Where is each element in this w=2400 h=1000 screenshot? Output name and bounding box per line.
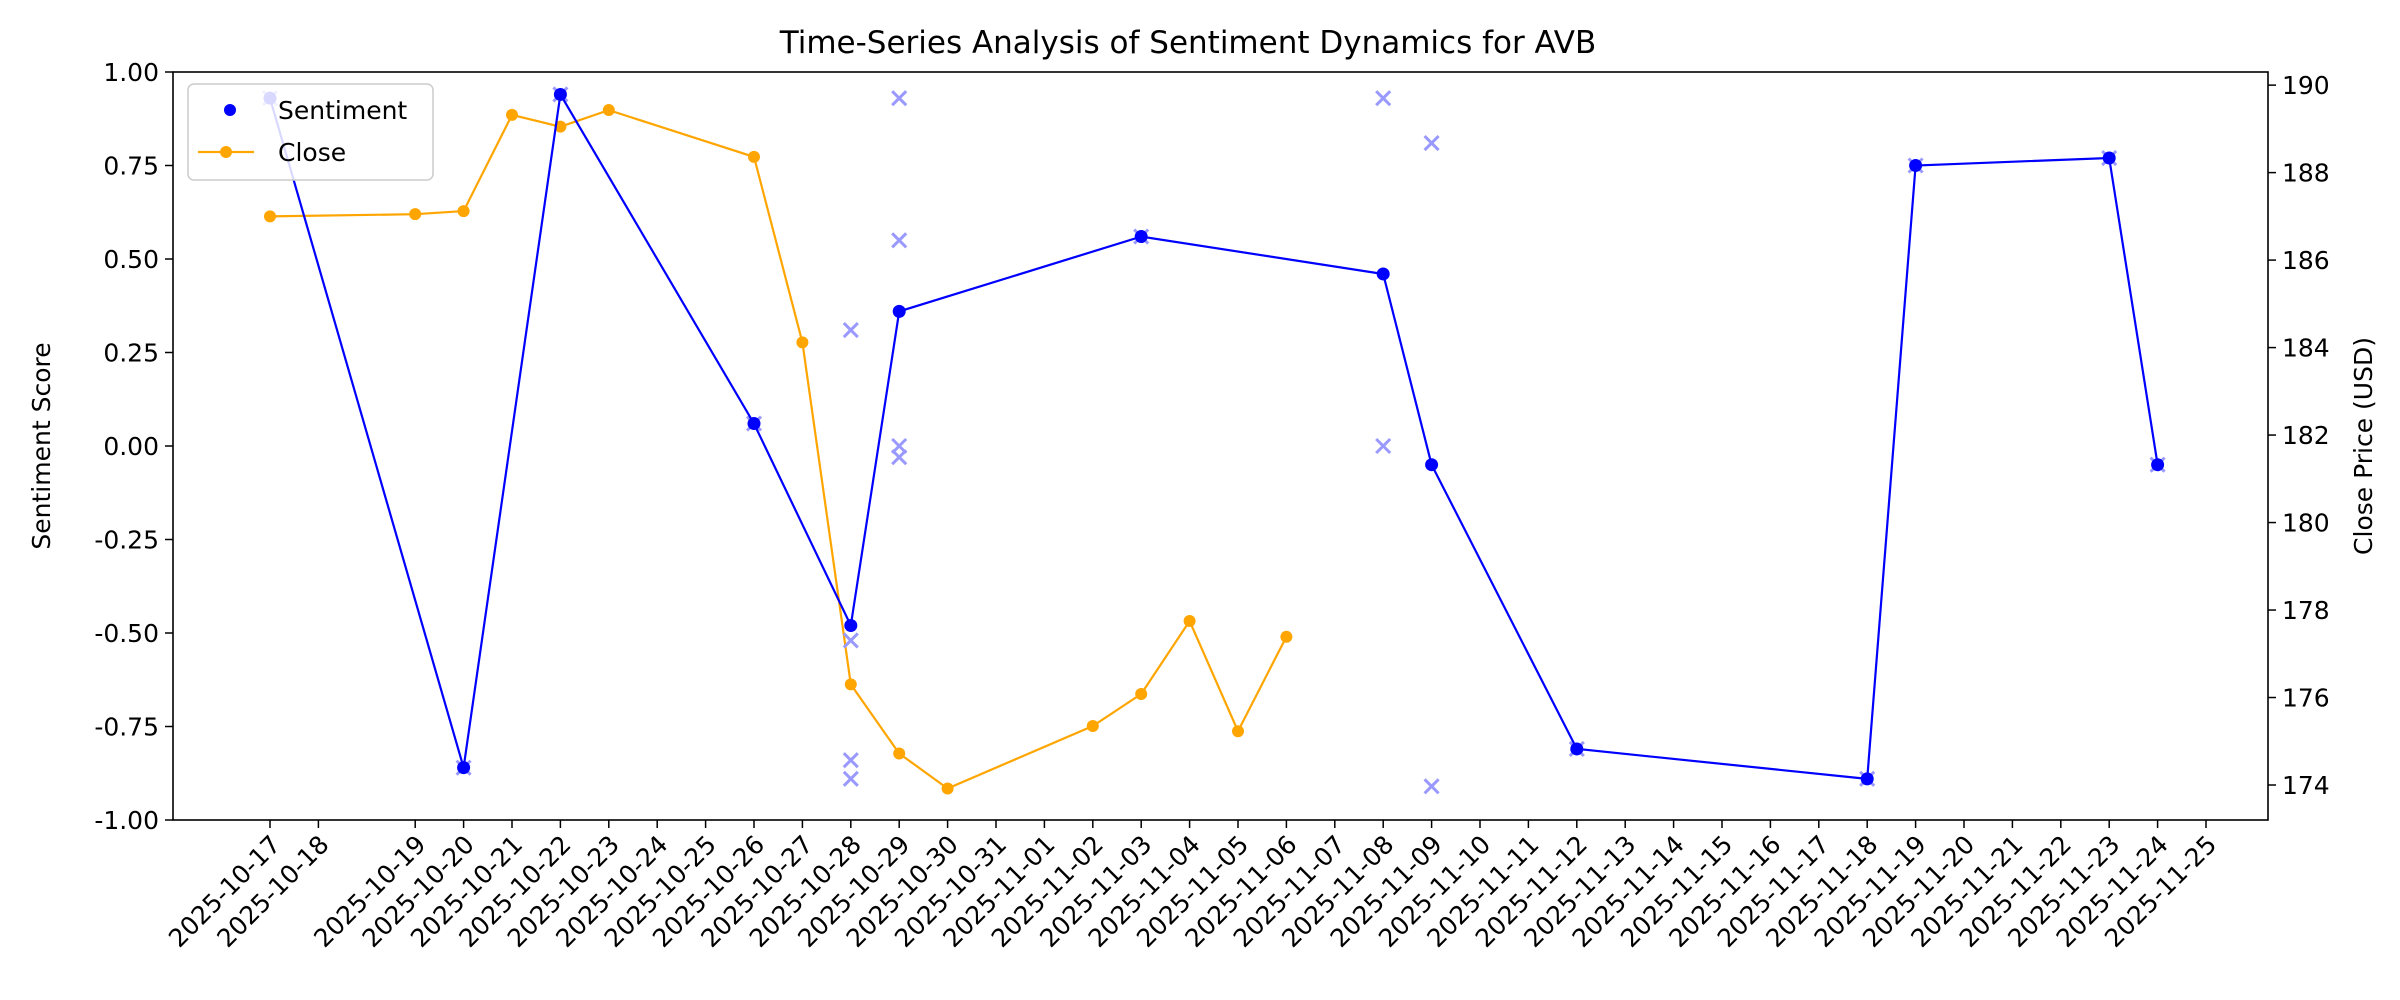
y-left-tick-label: 0.50 <box>103 245 159 274</box>
legend-close-marker <box>220 146 232 158</box>
close-point <box>1135 688 1148 701</box>
y-left-tick-label: -0.25 <box>94 526 159 555</box>
y-axis-left: -1.00 -0.75 -0.50 -0.25 0.00 0.25 0.50 0.75 1.00 <box>94 58 173 835</box>
sentiment-point <box>1570 742 1584 756</box>
sentiment-line <box>268 91 2159 781</box>
close-point <box>409 208 422 221</box>
sentiment-raw-marker <box>1375 90 1392 107</box>
sentiment-point <box>1860 772 1874 786</box>
legend-sentiment-label: Sentiment <box>278 96 407 125</box>
sentiment-point <box>553 87 567 101</box>
sentiment-raw-marker <box>891 232 908 249</box>
plot-frame <box>172 71 2269 821</box>
close-line <box>269 108 1288 790</box>
chart-title: Time-Series Analysis of Sentiment Dynami… <box>779 25 1597 61</box>
close-point <box>457 205 470 218</box>
legend-box <box>187 83 434 181</box>
x-axis: 2025-10-172025-10-182025-10-192025-10-20… <box>163 820 2222 953</box>
sentiment-point <box>1425 458 1439 472</box>
y-right-tick-label: 178 <box>2282 596 2330 625</box>
y-left-tick-label: 0.00 <box>103 432 159 461</box>
legend: Sentiment Close <box>187 83 434 181</box>
close-point <box>554 120 567 133</box>
sentiment-point <box>2102 151 2116 165</box>
close-point <box>844 678 857 691</box>
sentiment-raw-marker <box>842 770 859 787</box>
close-point <box>1183 614 1196 627</box>
y-right-tick-label: 180 <box>2282 509 2330 538</box>
y-right-tick-label: 184 <box>2282 334 2330 363</box>
close-point <box>602 104 615 117</box>
y-left-tick-label: 1.00 <box>103 58 159 87</box>
y-right-tick-label: 186 <box>2282 246 2330 275</box>
close-point <box>1232 725 1244 738</box>
sentiment-point <box>892 304 906 318</box>
close-point <box>893 747 906 760</box>
sentiment-raw-marker <box>842 321 859 339</box>
close-point <box>264 210 276 223</box>
y-axis-right-label: Close Price (USD) <box>2349 337 2378 555</box>
legend-sentiment-marker <box>224 104 236 116</box>
y-left-tick-label: -0.50 <box>94 619 159 648</box>
close-point <box>748 150 760 163</box>
close-point <box>796 336 809 349</box>
sentiment-point <box>1376 267 1390 281</box>
y-axis-right: 174 176 178 180 182 184 186 188 190 <box>2268 71 2330 800</box>
sentiment-point <box>1909 159 1923 172</box>
y-left-tick-label: -0.75 <box>94 713 159 742</box>
legend-close-label: Close <box>278 138 346 167</box>
sentiment-point <box>457 761 471 775</box>
sentiment-raw-marker <box>842 752 859 769</box>
sentiment-raw-marker <box>842 632 859 649</box>
y-right-tick-label: 182 <box>2282 421 2330 450</box>
sentiment-raw-marker <box>1423 778 1440 795</box>
y-right-tick-label: 174 <box>2282 771 2330 800</box>
y-right-tick-label: 190 <box>2282 71 2330 100</box>
y-right-tick-label: 188 <box>2282 159 2330 188</box>
y-right-tick-label: 176 <box>2282 684 2330 713</box>
sentiment-point <box>1134 230 1148 244</box>
close-point <box>941 782 954 795</box>
sentiment-point <box>844 619 858 633</box>
sentiment-raw-marker <box>891 449 908 466</box>
y-axis-left-label: Sentiment Score <box>27 342 56 549</box>
sentiment-point <box>2151 458 2165 472</box>
sentiment-raw-marker <box>1375 437 1392 455</box>
close-point <box>1280 630 1293 643</box>
plot-area <box>261 86 2166 795</box>
sentiment-raw-marker <box>1423 134 1440 152</box>
y-left-tick-label: 0.75 <box>103 152 159 181</box>
sentiment-point <box>747 417 761 431</box>
close-point <box>506 108 518 121</box>
y-left-tick-label: -1.00 <box>94 806 159 835</box>
sentiment-raw-marker <box>891 90 908 107</box>
y-left-tick-label: 0.25 <box>103 339 159 368</box>
close-point <box>1086 719 1099 732</box>
